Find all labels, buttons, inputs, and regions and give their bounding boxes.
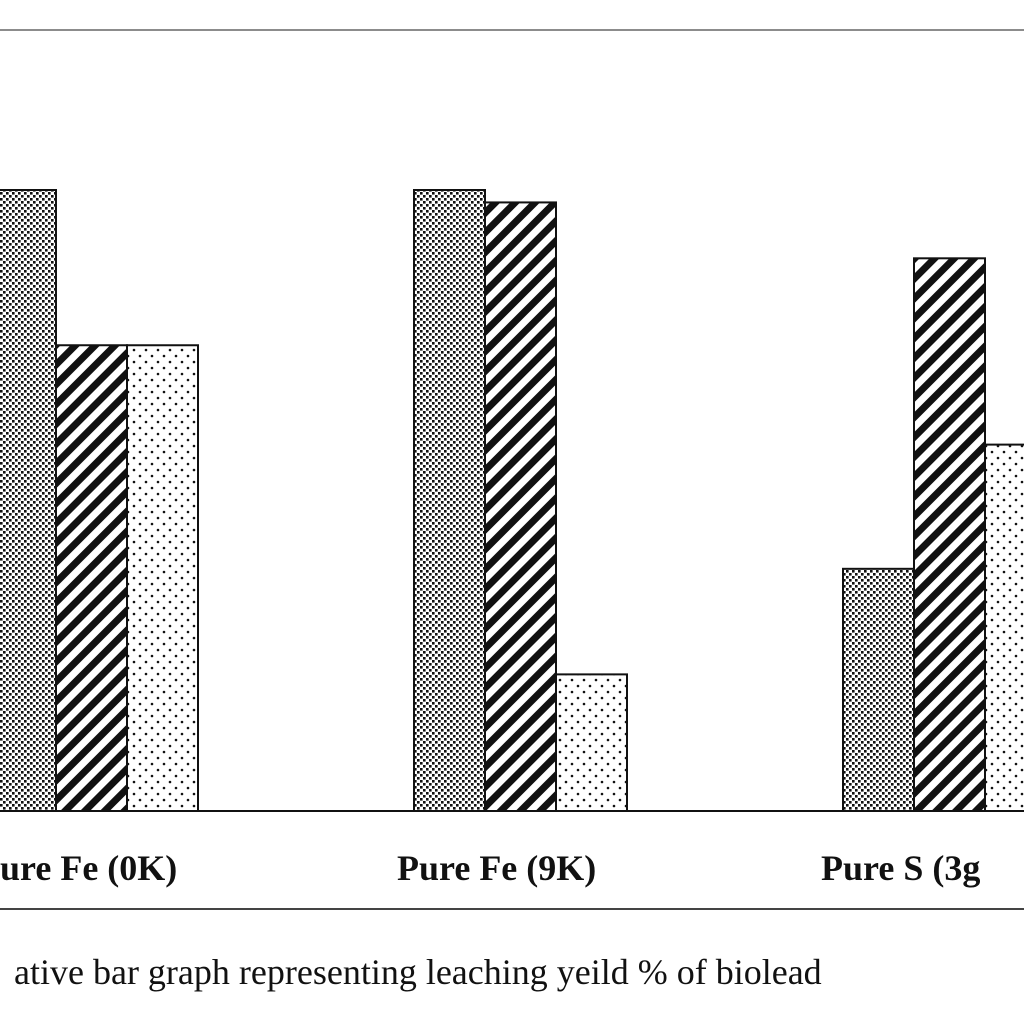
bar-2-series-2 — [484, 201, 557, 813]
bar-2-series-3 — [555, 673, 628, 812]
bar-2-series-1 — [413, 189, 486, 812]
bar-3-series-1 — [842, 567, 915, 812]
bar-1-series-1 — [0, 189, 57, 812]
category-label-3: Pure S (3g — [821, 848, 980, 888]
bar-1-series-3 — [126, 344, 199, 812]
bars-layer — [0, 189, 1024, 813]
category-label-2: Pure Fe (9K) — [397, 848, 596, 888]
figure-caption: ative bar graph representing leaching ye… — [14, 952, 822, 992]
category-labels: ure Fe (0K) Pure Fe (9K) Pure S (3g — [0, 848, 980, 888]
bar-1-series-2 — [55, 344, 128, 812]
category-label-1: ure Fe (0K) — [0, 848, 177, 888]
bar-3-series-3 — [984, 443, 1024, 812]
bar-3-series-2 — [913, 257, 986, 812]
